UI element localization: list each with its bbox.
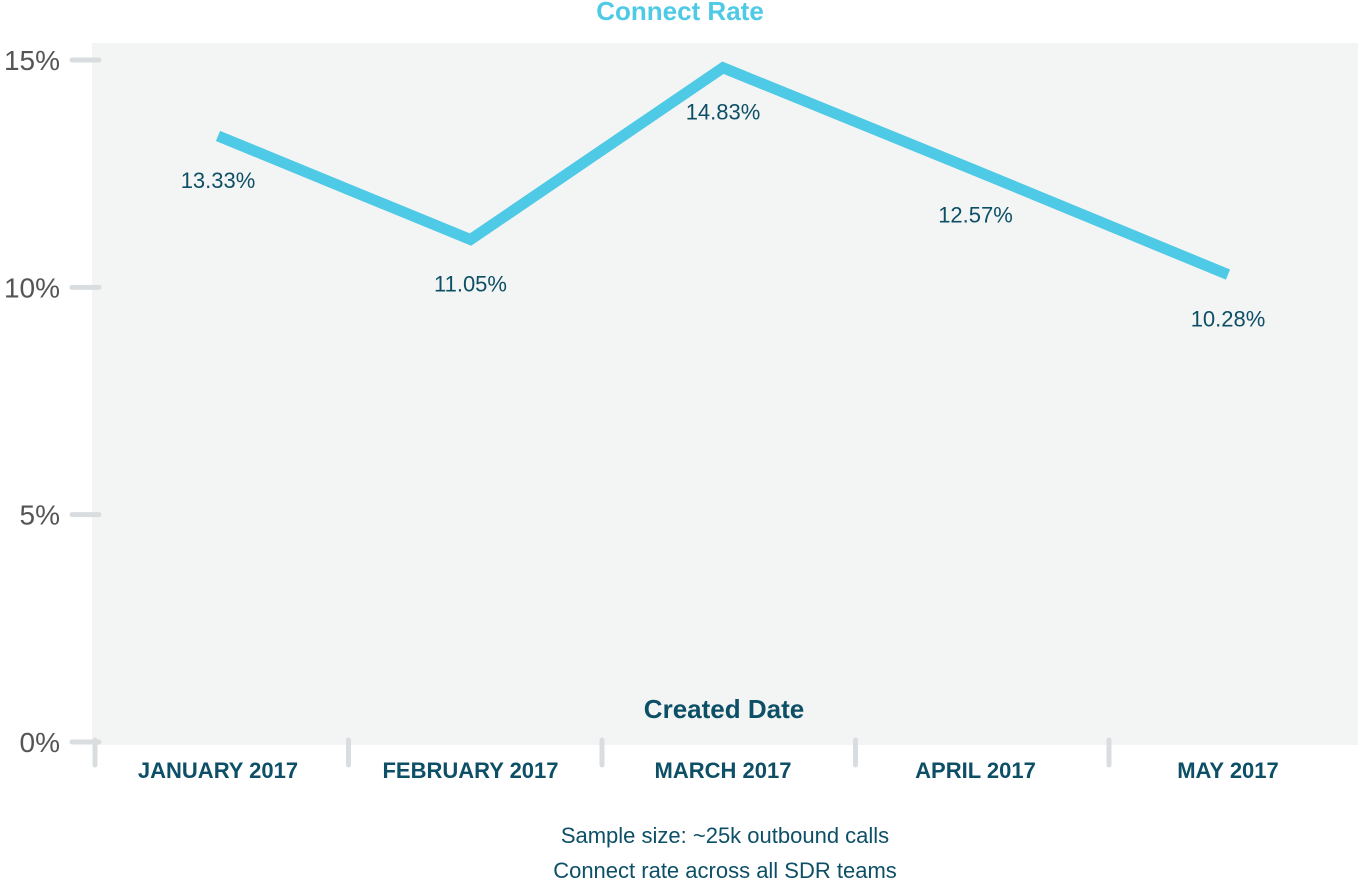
plot-area: [92, 43, 1358, 745]
y-tick-label: 5%: [20, 500, 60, 531]
x-tick-label: JANUARY 2017: [138, 758, 298, 783]
data-label: 13.33%: [181, 168, 256, 193]
x-tick-label: MAY 2017: [1177, 758, 1279, 783]
y-tick-label: 10%: [4, 272, 60, 303]
chart-title: Connect Rate: [596, 0, 764, 26]
y-tick-label: 15%: [4, 45, 60, 76]
series-line: [215, 61, 1231, 280]
connect-rate-note: Connect rate across all SDR teams: [553, 858, 897, 883]
data-label: 10.28%: [1191, 307, 1266, 332]
x-tick-label: MARCH 2017: [655, 758, 792, 783]
data-label: 11.05%: [434, 272, 507, 297]
x-tick-label: APRIL 2017: [915, 758, 1036, 783]
y-tick-label: 0%: [20, 727, 60, 758]
data-label: 12.57%: [938, 202, 1013, 227]
x-axis-title: Created Date: [643, 694, 805, 724]
sample-size-note: Sample size: ~25k outbound calls: [560, 823, 890, 848]
x-tick-label: FEBRUARY 2017: [382, 758, 558, 783]
data-label: 14.83%: [686, 100, 761, 125]
